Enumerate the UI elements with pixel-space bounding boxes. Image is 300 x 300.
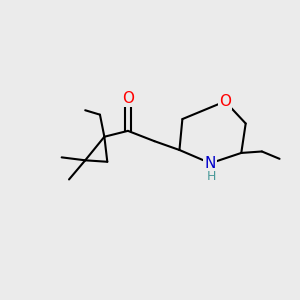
Text: O: O bbox=[122, 91, 134, 106]
Text: H: H bbox=[206, 170, 216, 183]
Text: N: N bbox=[205, 156, 216, 171]
Text: O: O bbox=[219, 94, 231, 109]
